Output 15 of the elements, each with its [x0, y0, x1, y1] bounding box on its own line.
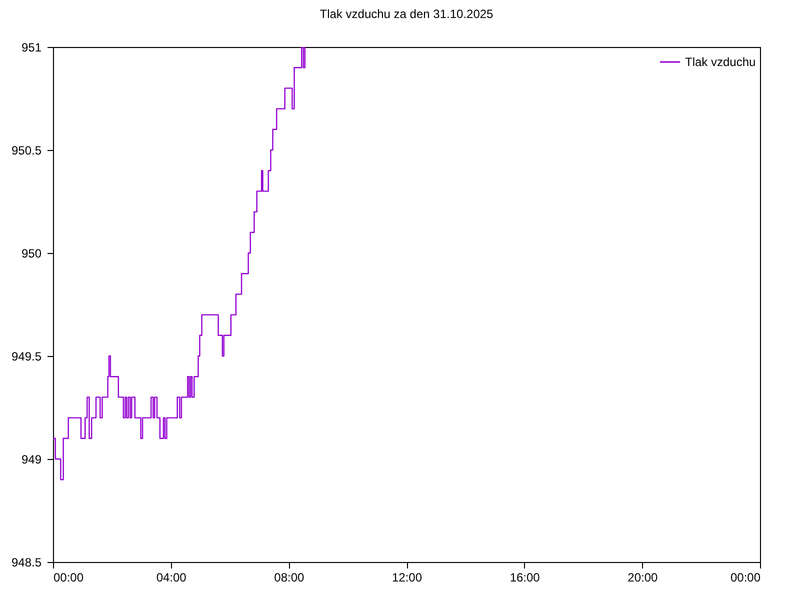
- y-tick-label: 948.5: [11, 556, 42, 570]
- y-tick-label: 951: [21, 40, 42, 54]
- y-tick-label: 950.5: [11, 144, 42, 158]
- x-tick-label: 20:00: [628, 570, 658, 584]
- x-tick-label: 00:00: [730, 570, 761, 584]
- x-tick-label: 12:00: [392, 570, 422, 584]
- y-tick-label: 949: [21, 452, 42, 466]
- y-tick-label: 949.5: [11, 350, 42, 364]
- x-tick-label: 00:00: [54, 570, 84, 584]
- x-tick-label: 08:00: [274, 570, 305, 584]
- x-tick-label: 04:00: [156, 570, 187, 584]
- legend-label: Tlak vzduchu: [685, 55, 756, 69]
- chart-title: Tlak vzduchu za den 31.10.2025: [320, 7, 494, 21]
- y-tick-label: 950: [21, 246, 42, 260]
- x-tick-label: 16:00: [510, 570, 540, 584]
